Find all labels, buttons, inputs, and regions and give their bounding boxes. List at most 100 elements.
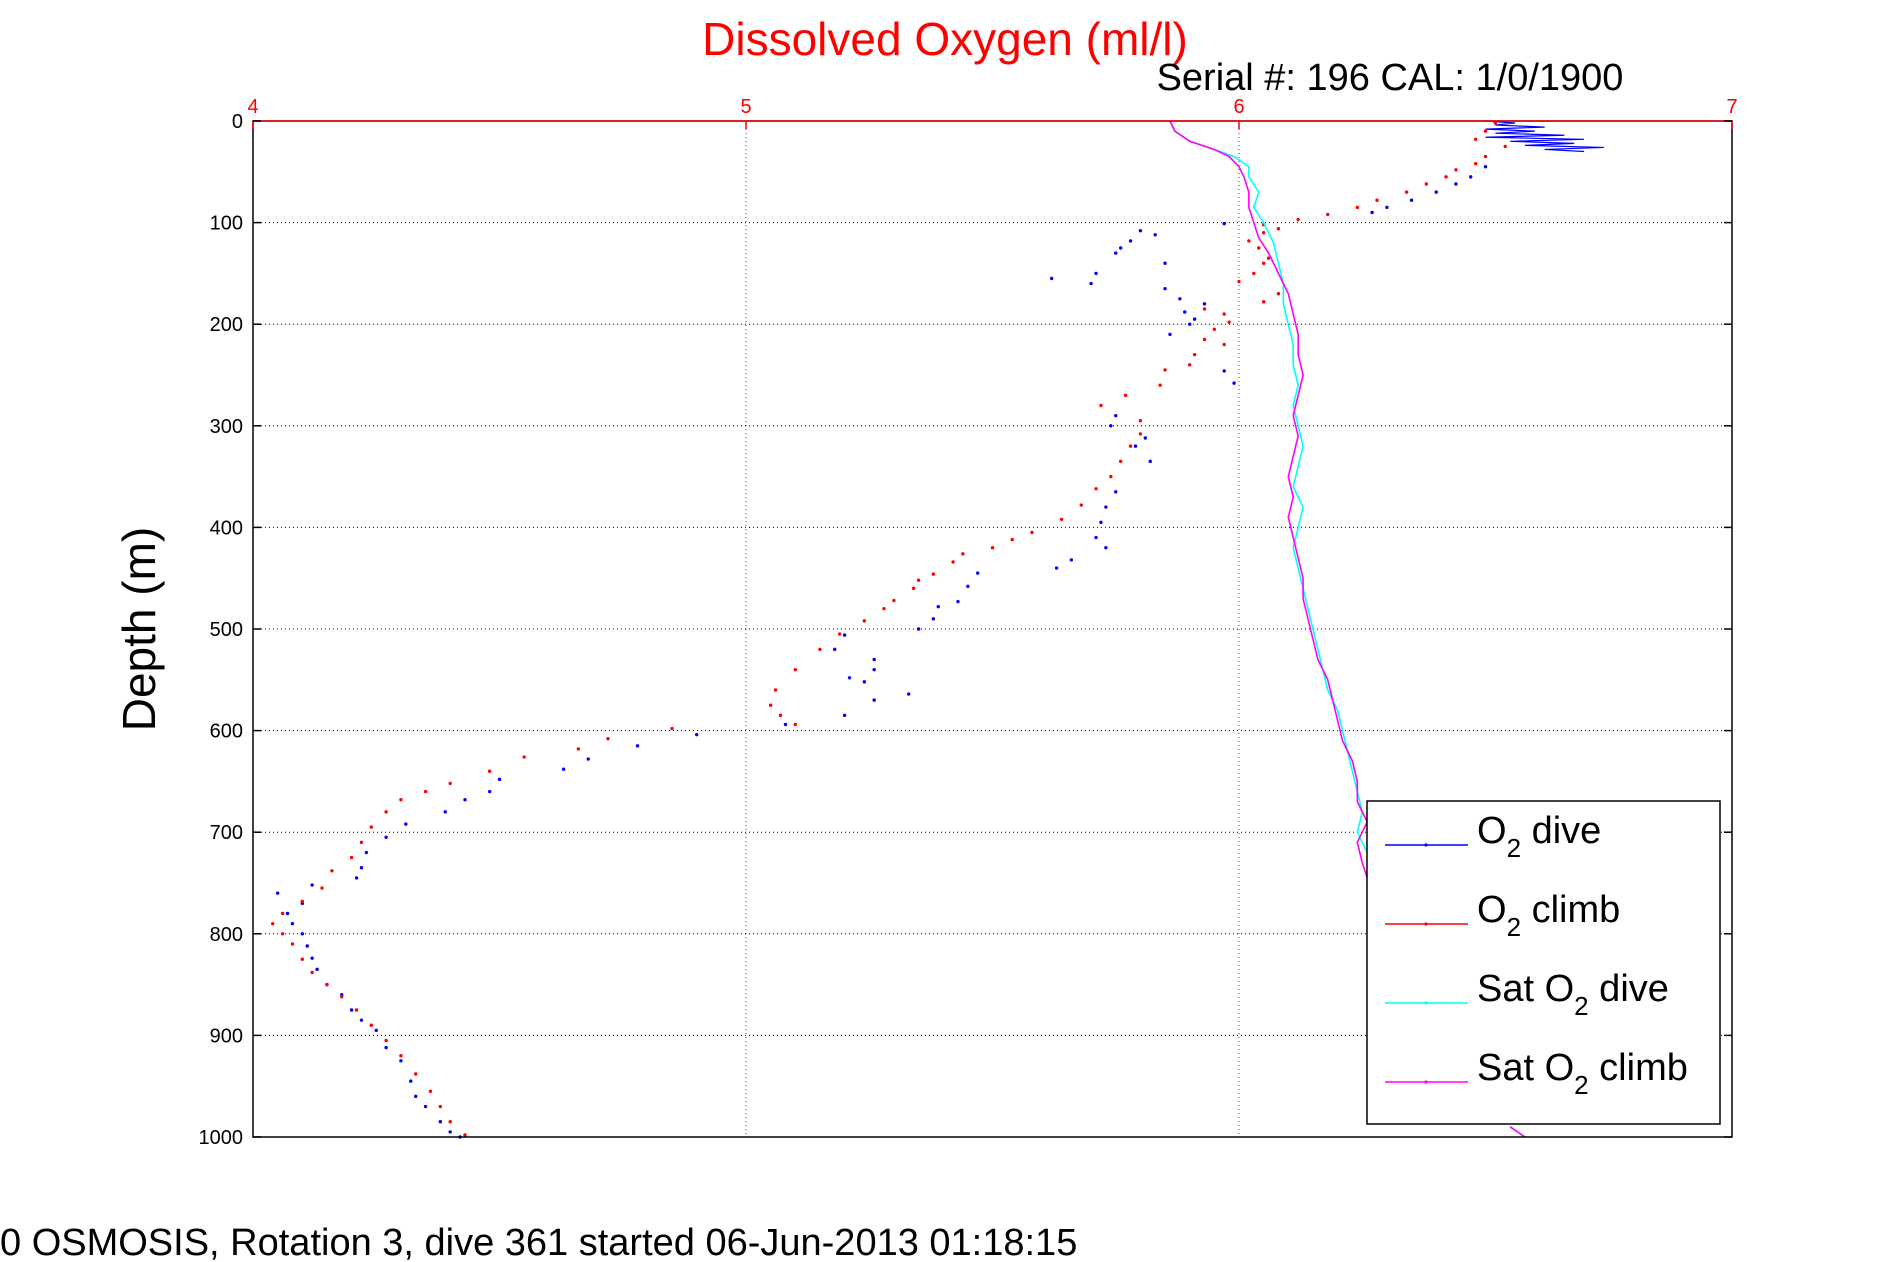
data-point — [931, 617, 936, 621]
data-point — [1138, 229, 1143, 233]
data-point — [1089, 281, 1093, 286]
data-point — [872, 657, 876, 662]
data-point — [359, 1018, 364, 1022]
legend-marker — [1424, 922, 1428, 926]
data-point — [310, 956, 314, 960]
chart-title: Dissolved Oxygen (ml/l) — [702, 13, 1188, 65]
data-point — [1222, 221, 1226, 226]
data-point — [1473, 137, 1478, 141]
series-line — [1509, 1126, 1526, 1138]
data-point — [463, 797, 467, 802]
data-point — [399, 797, 403, 802]
data-point — [354, 876, 359, 880]
data-point — [1404, 190, 1409, 194]
data-point — [1222, 369, 1226, 373]
legend-label: Sat O2 climb — [1477, 1047, 1688, 1100]
data-point — [1202, 337, 1207, 342]
data-point — [1261, 231, 1266, 235]
data-point — [1148, 459, 1152, 464]
data-point — [1188, 322, 1192, 326]
chart-subtitle: Serial #: 196 CAL: 1/0/1900 — [1157, 57, 1624, 99]
data-point — [1188, 363, 1192, 367]
data-point — [330, 869, 334, 873]
data-point — [300, 899, 304, 903]
data-point — [1483, 165, 1488, 169]
y-tick-label: 500 — [210, 619, 243, 641]
data-point — [1133, 444, 1138, 448]
data-point — [1469, 175, 1473, 179]
data-point — [1276, 226, 1281, 231]
data-point — [448, 1130, 452, 1134]
y-tick-label: 700 — [210, 822, 243, 844]
data-point — [1454, 182, 1458, 186]
data-point — [1069, 558, 1074, 562]
data-point — [576, 747, 581, 751]
data-point — [1232, 381, 1236, 385]
data-point — [1094, 487, 1098, 491]
data-point — [1222, 312, 1226, 316]
data-point — [1030, 530, 1034, 535]
data-point — [384, 810, 388, 814]
data-point — [1261, 261, 1266, 265]
data-point — [561, 767, 566, 771]
data-point — [1247, 239, 1251, 243]
data-point — [354, 1008, 359, 1012]
data-point — [438, 1120, 443, 1124]
data-point — [1123, 393, 1128, 398]
data-point — [833, 647, 837, 652]
data-point — [872, 667, 876, 672]
data-point — [280, 911, 285, 916]
data-point — [793, 722, 797, 727]
data-point — [1444, 175, 1448, 179]
data-point — [423, 1104, 428, 1109]
data-point — [956, 599, 960, 604]
data-point — [1104, 546, 1108, 550]
data-point — [1276, 292, 1281, 296]
data-point — [1483, 129, 1488, 133]
legend: O2 dive O2 climb Sat O2 dive Sat O2 climb — [1366, 800, 1721, 1125]
data-point — [1138, 432, 1143, 436]
data-point — [1128, 444, 1133, 448]
series-sat-o2-climb — [1169, 120, 1526, 1138]
data-point — [1202, 302, 1207, 306]
data-point — [384, 1038, 388, 1043]
data-point — [1109, 424, 1113, 428]
data-point — [586, 757, 590, 761]
data-point — [976, 571, 980, 575]
data-point — [413, 1072, 418, 1076]
data-point — [428, 1089, 433, 1093]
data-point — [842, 713, 847, 718]
data-point — [936, 604, 940, 609]
data-point — [1118, 246, 1123, 250]
data-point — [310, 883, 314, 887]
chart-caption: 0 OSMOSIS, Rotation 3, dive 361 started … — [0, 1222, 1077, 1262]
x-tick-label: 4 — [247, 96, 258, 118]
data-point — [275, 891, 280, 895]
x-tick-label: 5 — [740, 96, 751, 118]
data-point — [369, 825, 374, 829]
data-point — [404, 822, 408, 826]
y-tick-label: 0 — [232, 111, 243, 133]
ticks: 4 5 6 7 0 100 200 300 400 500 600 700 800 900 1000 — [199, 96, 1738, 1149]
data-point — [1212, 327, 1217, 331]
data-point — [931, 572, 936, 576]
data-point — [1010, 537, 1014, 542]
y-axis-label: Depth (m) — [113, 527, 165, 731]
data-point — [1114, 251, 1118, 255]
data-point — [768, 703, 773, 707]
data-point — [670, 726, 674, 731]
data-point — [778, 713, 783, 718]
data-point — [606, 737, 610, 741]
data-point — [325, 982, 329, 987]
data-point — [1227, 320, 1231, 324]
data-point — [1143, 436, 1148, 440]
data-point — [497, 777, 502, 782]
data-point — [1163, 286, 1167, 291]
data-point — [369, 1023, 374, 1027]
data-point — [1202, 307, 1207, 311]
data-point — [1099, 520, 1103, 525]
data-point — [305, 944, 309, 948]
data-point — [1375, 198, 1379, 202]
data-point — [1049, 276, 1054, 281]
data-point — [271, 921, 275, 926]
